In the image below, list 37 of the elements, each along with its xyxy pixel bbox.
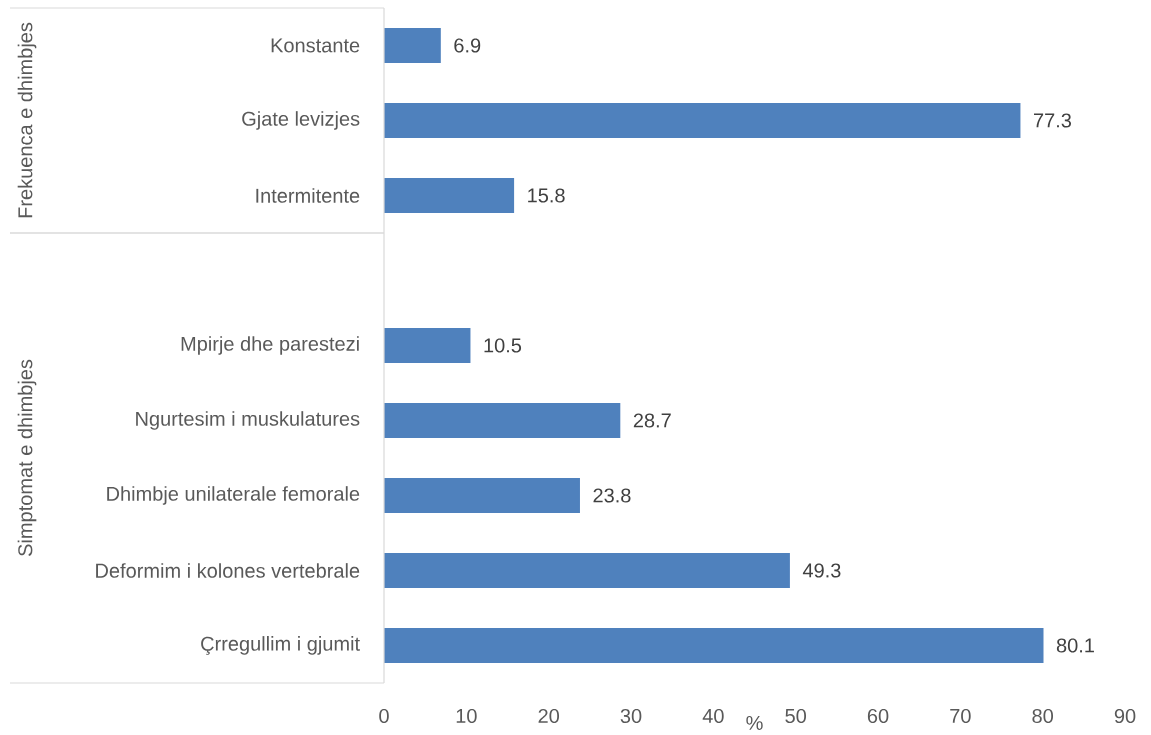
x-tick-label: 50	[785, 708, 807, 724]
x-tick-label: 0	[379, 708, 389, 724]
y-tick-label: Deformim i kolones vertebrale	[96, 563, 360, 578]
y-tick-label: Mpirje dhe parestezi	[181, 336, 359, 355]
data-label: 80.1	[1056, 638, 1094, 653]
y-tick-label: Intermitente	[256, 188, 360, 203]
x-tick-label: 20	[538, 708, 560, 724]
x-tick-label: 30	[620, 708, 642, 724]
y-tick-label: Gjate levizjes	[242, 111, 360, 130]
bar	[384, 402, 621, 438]
x-tick-label: 40	[702, 708, 724, 724]
data-label: 28.7	[633, 413, 671, 428]
data-label: 23.8	[593, 488, 631, 503]
bar	[384, 177, 515, 213]
text: Simptomat e dhimbjes	[17, 359, 37, 557]
bar	[384, 327, 471, 363]
x-axis-title: %	[746, 715, 763, 730]
bar	[384, 627, 1044, 663]
x-tick-label: 90	[1114, 708, 1136, 724]
x-tick-label: 10	[456, 708, 477, 724]
data-label: 6.9	[454, 38, 481, 53]
y-tick-label: Ngurtesim i muskulatures	[136, 411, 360, 430]
data-label: 49.3	[802, 563, 841, 578]
data-label: 77.3	[1034, 113, 1072, 128]
bar	[384, 102, 1021, 138]
x-tick-label: 70	[950, 708, 971, 724]
bar	[384, 477, 580, 513]
text: Frekuenca e dhimbjes	[17, 22, 37, 218]
bar	[384, 552, 790, 588]
bar	[384, 27, 441, 63]
data-label: 10.5	[484, 338, 522, 353]
x-tick-label: 80	[1032, 708, 1054, 724]
y-tick-label: Dhimbje unilaterale femorale	[107, 486, 360, 505]
y-tick-label: Çrregullim i gjumit	[201, 636, 360, 655]
x-tick-label: 60	[867, 708, 889, 724]
y-tick-label: Konstante	[271, 38, 360, 53]
data-label: 15.8	[528, 188, 565, 203]
